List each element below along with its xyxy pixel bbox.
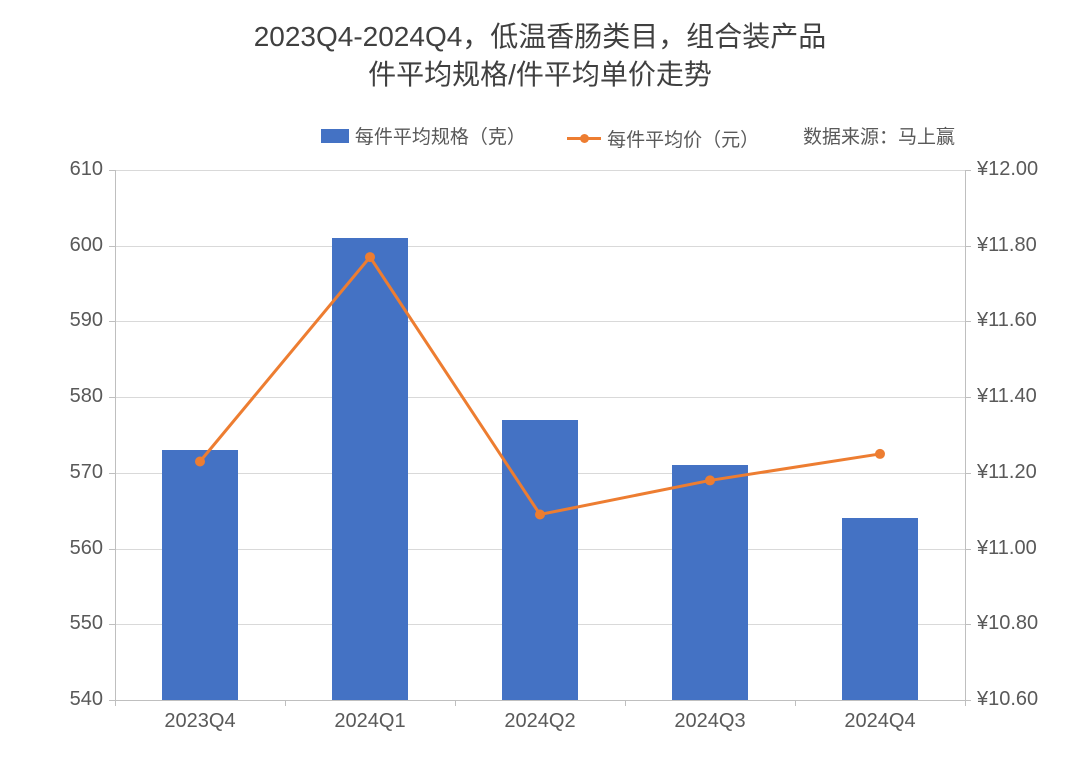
line-marker: [705, 475, 715, 485]
x-tick: [115, 700, 116, 706]
line-marker: [195, 457, 205, 467]
x-category-label: 2024Q3: [674, 710, 745, 733]
data-source-label: 数据来源：马上赢: [803, 122, 955, 149]
legend-label-line: 每件平均价（元）: [607, 125, 759, 152]
x-category-label: 2024Q2: [504, 710, 575, 733]
chart-title: 2023Q4-2024Q4，低温香肠类目，组合装产品 件平均规格/件平均单价走势: [0, 18, 1080, 94]
chart-title-line2: 件平均规格/件平均单价走势: [0, 56, 1080, 94]
line-marker: [365, 252, 375, 262]
x-tick: [455, 700, 456, 706]
x-axis: [115, 700, 965, 701]
y-right-tick-label: ¥10.60: [977, 688, 1038, 711]
line-path: [200, 257, 880, 514]
plot-area: 540550560570580590600610¥10.60¥10.80¥11.…: [115, 170, 965, 700]
y-right-tick-label: ¥11.20: [977, 461, 1037, 484]
x-tick: [965, 700, 966, 706]
y-right-tick-label: ¥12.00: [977, 158, 1038, 181]
line-marker: [875, 449, 885, 459]
x-tick: [795, 700, 796, 706]
y-right-axis: [965, 170, 966, 700]
y-left-tick-label: 560: [53, 537, 103, 560]
y-right-tick-label: ¥11.60: [977, 309, 1037, 332]
y-left-tick-label: 590: [53, 309, 103, 332]
legend-swatch-line: [567, 131, 601, 145]
x-category-label: 2024Q4: [844, 710, 915, 733]
x-category-label: 2023Q4: [164, 710, 235, 733]
x-tick: [625, 700, 626, 706]
legend-swatch-bar: [321, 129, 349, 143]
y-left-tick-label: 540: [53, 688, 103, 711]
y-left-tick-label: 550: [53, 612, 103, 635]
legend-item-bars: 每件平均规格（克）: [321, 122, 526, 149]
chart-container: 2023Q4-2024Q4，低温香肠类目，组合装产品 件平均规格/件平均单价走势…: [0, 0, 1080, 768]
line-series: [115, 170, 965, 700]
chart-title-line1: 2023Q4-2024Q4，低温香肠类目，组合装产品: [0, 18, 1080, 56]
y-right-tick-label: ¥10.80: [977, 612, 1038, 635]
y-right-tick-label: ¥11.80: [977, 234, 1037, 257]
y-left-tick-label: 580: [53, 385, 103, 408]
legend-item-line: 每件平均价（元）: [567, 125, 759, 152]
y-left-tick-label: 610: [53, 158, 103, 181]
line-marker: [535, 510, 545, 520]
y-right-tick-label: ¥11.00: [977, 537, 1037, 560]
y-right-tick-label: ¥11.40: [977, 385, 1037, 408]
x-category-label: 2024Q1: [334, 710, 405, 733]
x-tick: [285, 700, 286, 706]
y-left-tick-label: 570: [53, 461, 103, 484]
y-left-tick-label: 600: [53, 234, 103, 257]
legend-label-bars: 每件平均规格（克）: [355, 122, 526, 149]
